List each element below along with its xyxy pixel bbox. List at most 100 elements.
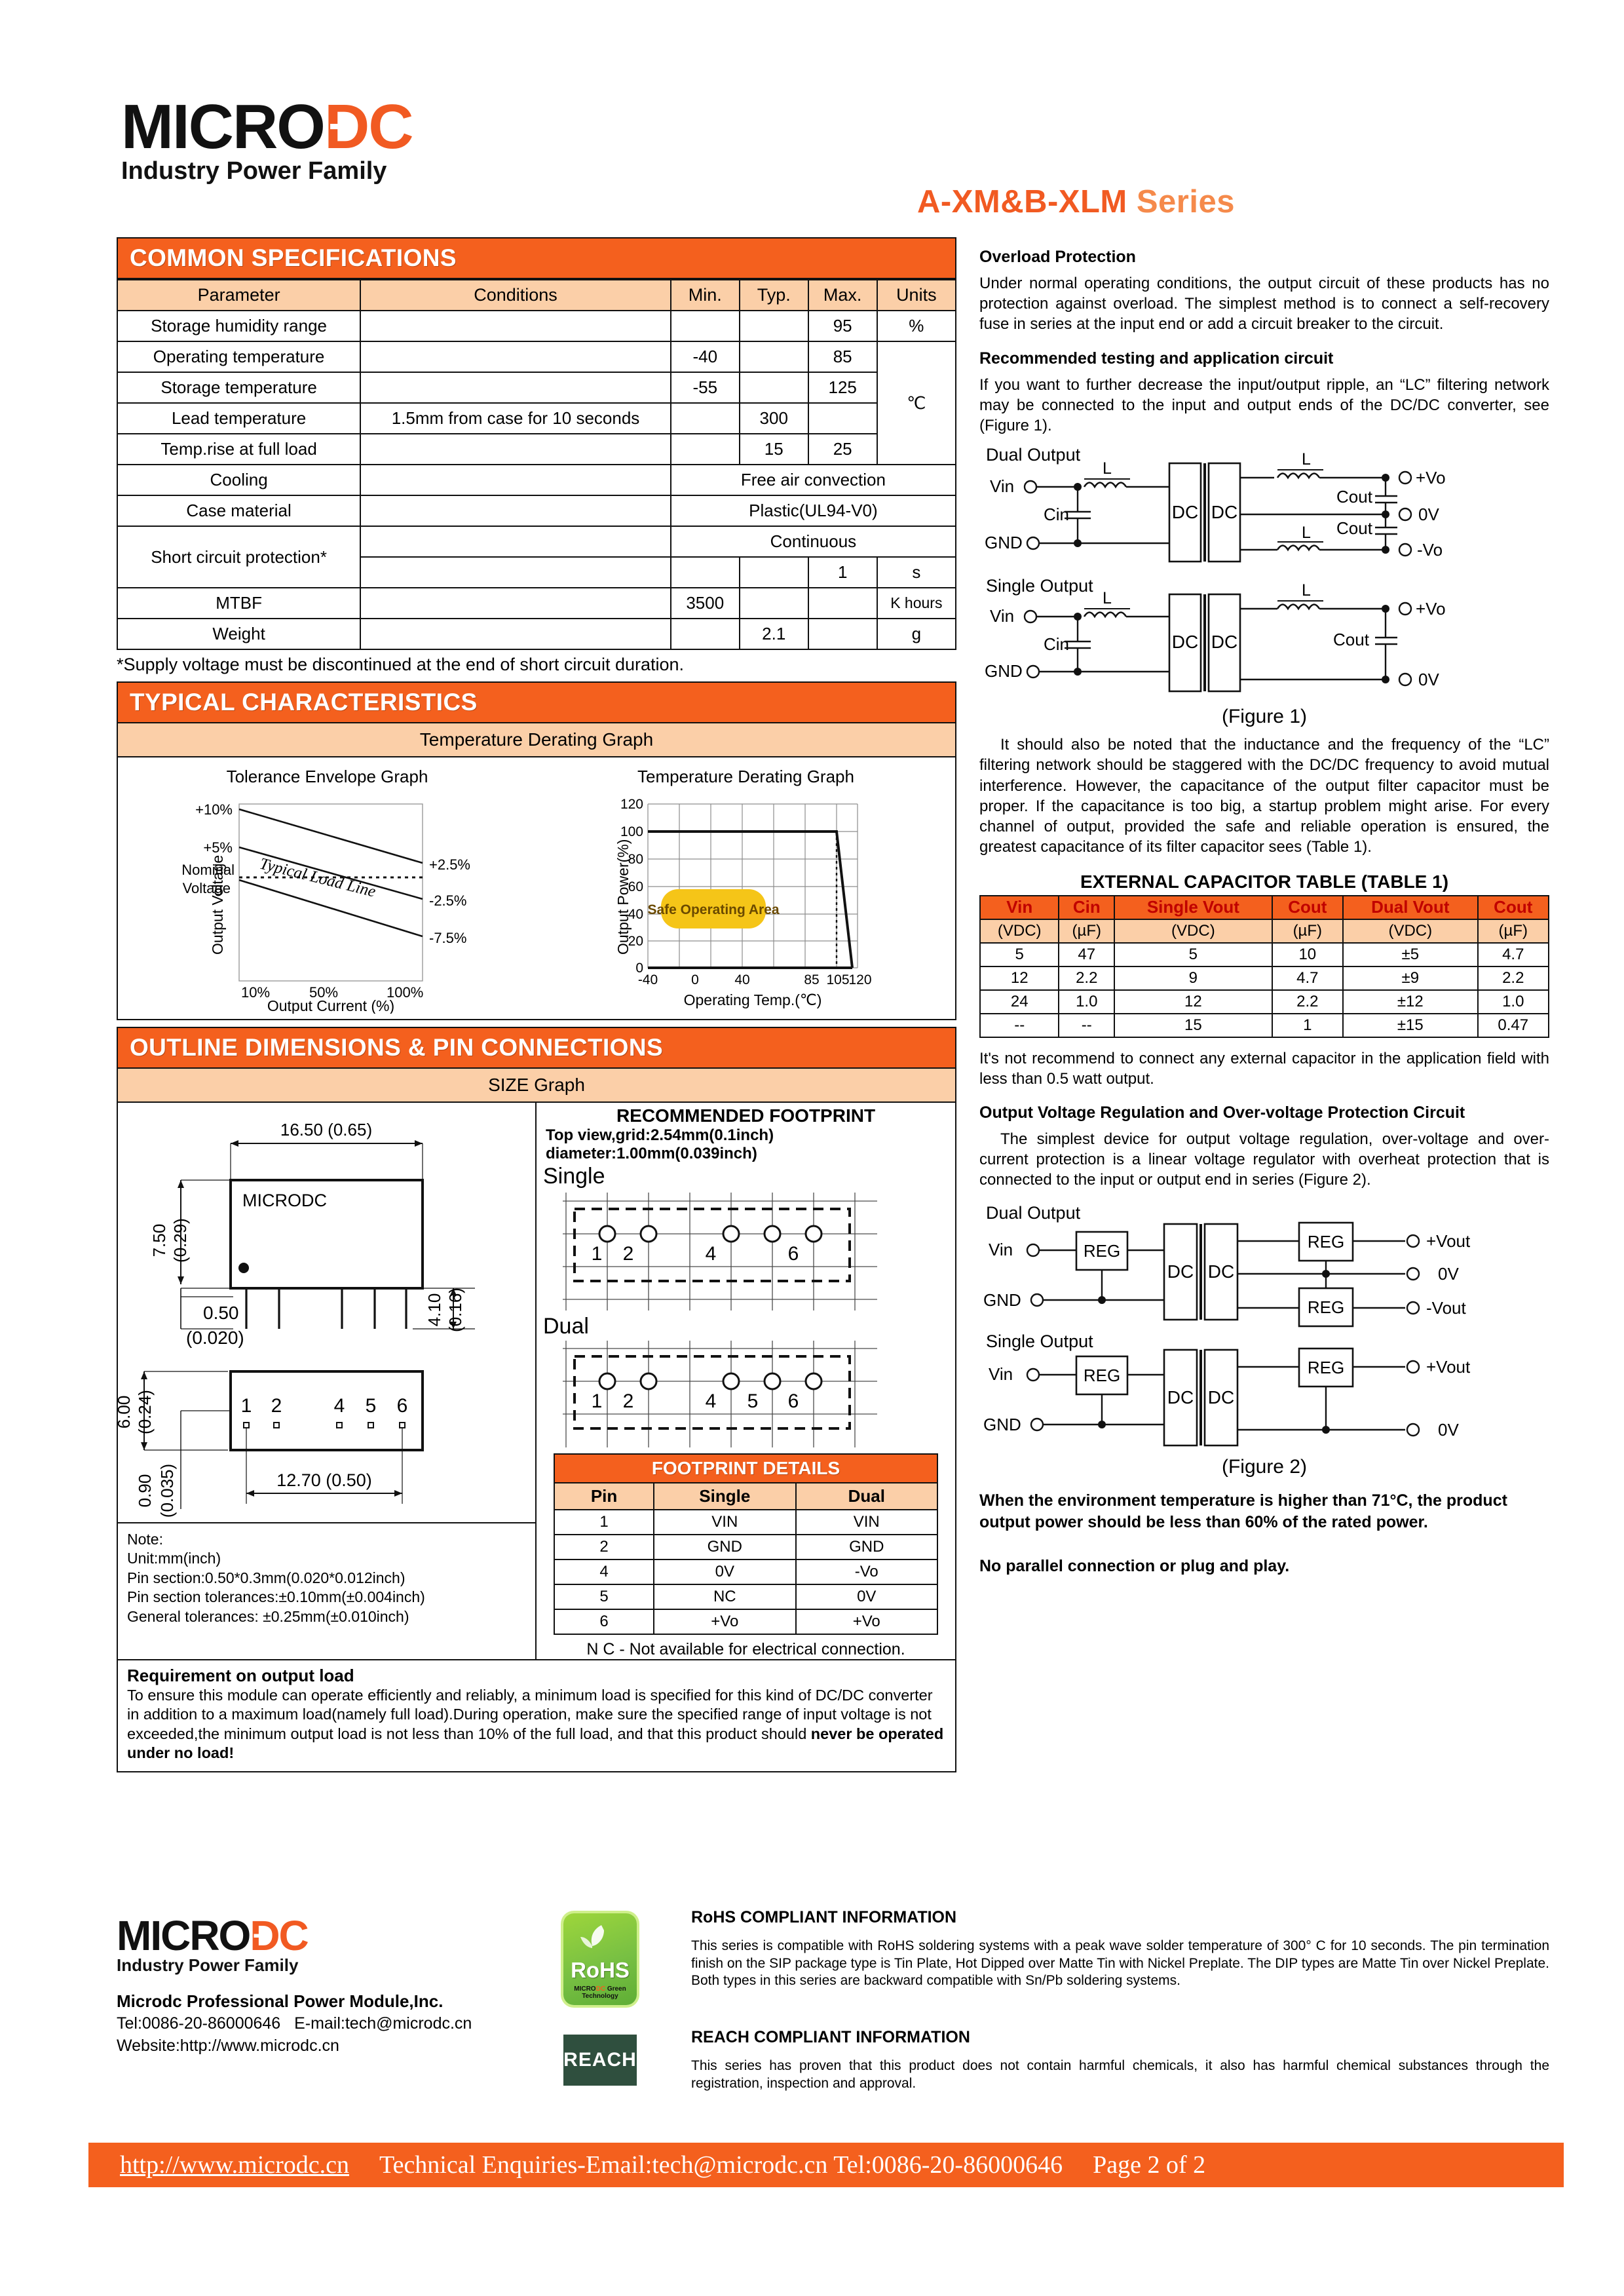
- fig2-dual-label: Dual Output: [986, 1204, 1081, 1223]
- col-single: Single: [653, 1482, 797, 1510]
- fig2-single-dc-left: DC: [1167, 1387, 1194, 1407]
- fig1-dual-zero-v: 0V: [1418, 505, 1439, 524]
- recommended-body: If you want to further decrease the inpu…: [979, 375, 1549, 434]
- rohs-badge-text: RoHS: [571, 1958, 630, 1982]
- fig2-dual-pos-vout: +Vout: [1426, 1231, 1471, 1251]
- single-fp-pin-2: 2: [623, 1243, 634, 1265]
- temperature-derating-svg: Safe Operating Area 120 100 80 60 40 20 …: [614, 797, 872, 1008]
- cell-single-vout: 9: [1114, 965, 1273, 991]
- note-line: Pin section:0.50*0.3mm(0.020*0.012inch): [127, 1569, 406, 1586]
- temperature-derating-chart: Temperature Derating Graph: [537, 767, 955, 1014]
- cell-conditions: [360, 310, 671, 342]
- dual-fp-pin-5: 5: [747, 1390, 759, 1412]
- requirement-text: To ensure this module can operate effici…: [127, 1686, 944, 1762]
- fig1-single-cout: Cout: [1333, 630, 1370, 649]
- fig1-dual-dc-right: DC: [1211, 502, 1237, 522]
- requirement-box: Requirement on output load To ensure thi…: [117, 1660, 956, 1773]
- chart-xtick-10: 10%: [241, 984, 270, 1001]
- fig2-dual-dc-right: DC: [1208, 1261, 1234, 1282]
- capacitor-table-title: EXTERNAL CAPACITOR TABLE (TABLE 1): [1080, 871, 1449, 892]
- typical-characteristics-header: TYPICAL CHARACTERISTICS: [117, 681, 956, 723]
- cell-units: s: [876, 556, 957, 588]
- footer-url[interactable]: http://www.microdc.cn: [120, 2151, 350, 2179]
- fig2-dual-reg-neg: REG: [1308, 1297, 1344, 1317]
- dim-pin-width-inch: (0.020): [186, 1328, 244, 1348]
- dual-footprint-drawing: 1 2 4 5 6: [563, 1340, 877, 1447]
- left-column: COMMON SPECIFICATIONS Parameter Conditio…: [116, 237, 957, 1773]
- unit-cout-single: (µF): [1271, 918, 1344, 944]
- fig2-single-vin: Vin: [989, 1364, 1013, 1384]
- dim-pin-length-inch: (0.16): [445, 1288, 465, 1332]
- table-header-row: Vin Cin Single Vout Cout Dual Vout Cout: [979, 895, 1550, 920]
- table-row: 4 0V -Vo: [553, 1558, 939, 1585]
- footprint-details-table: Pin Single Dual 1 VIN VIN 2 GND GND: [553, 1482, 939, 1635]
- footprint-grid-info: Top view,grid:2.54mm(0.1inch): [546, 1126, 774, 1144]
- cell-dual: +Vo: [795, 1608, 939, 1635]
- common-specifications-table: Parameter Conditions Min. Typ. Max. Unit…: [116, 279, 957, 650]
- cell-max: 125: [807, 372, 878, 404]
- footprint-details-title: FOOTPRINT DETAILS: [554, 1453, 938, 1482]
- cell-typ: 15: [738, 433, 809, 465]
- cell-max: [807, 618, 878, 650]
- cell-dual: GND: [795, 1533, 939, 1560]
- recommended-heading: Recommended testing and application circ…: [979, 349, 1334, 368]
- cell-parameter: Weight: [116, 618, 362, 650]
- cell-conditions: [360, 556, 671, 588]
- cell-dual-vout: ±9: [1342, 965, 1479, 991]
- chart-xtick-120: 120: [848, 972, 871, 987]
- col-pin: Pin: [553, 1482, 655, 1510]
- fig2-single-dc-right: DC: [1208, 1387, 1234, 1407]
- table-row: Cooling Free air convection: [116, 464, 957, 496]
- table-row: 5 NC 0V: [553, 1583, 939, 1610]
- fig1-single-l-out: L: [1302, 581, 1311, 600]
- single-fp-pin-6: 6: [788, 1243, 799, 1265]
- bottom-pin-2: 2: [271, 1395, 282, 1417]
- bottom-pin-4: 4: [334, 1395, 345, 1417]
- footprint-single-label: Single: [543, 1163, 605, 1189]
- chart-ytick-40: 40: [628, 907, 643, 922]
- cell-parameter: MTBF: [116, 587, 362, 619]
- size-graph-subheader: SIZE Graph: [117, 1069, 956, 1103]
- cell-pin: 5: [553, 1583, 655, 1610]
- fig1-single-l-in: L: [1103, 589, 1112, 607]
- table-row: 24 1.0 12 2.2 ±12 1.0: [979, 989, 1550, 1014]
- capacitor-note: It's not recommend to connect any extern…: [979, 1049, 1549, 1088]
- cell-dual-vout: ±5: [1342, 942, 1479, 967]
- cell-single: +Vo: [653, 1608, 797, 1635]
- requirement-title: Requirement on output load: [127, 1665, 354, 1685]
- cell-pin: 4: [553, 1558, 655, 1585]
- dim-height-inch: (0.29): [170, 1218, 190, 1263]
- rohs-info: RoHS COMPLIANT INFORMATION This series i…: [691, 1908, 1549, 1990]
- table-units-row: (VDC) (µF) (VDC) (µF) (VDC) (µF): [979, 918, 1550, 944]
- cell-span-value: Continuous: [670, 526, 957, 558]
- cell-min: [670, 402, 740, 434]
- overload-body: Under normal operating conditions, the o…: [979, 275, 1549, 334]
- cell-cout-single: 1: [1271, 1012, 1344, 1038]
- cell-conditions: 1.5mm from case for 10 seconds: [360, 402, 671, 434]
- tel: Tel:0086-20-86000646: [117, 2014, 281, 2033]
- chart-ytick-120: 120: [620, 797, 643, 812]
- cell-cin: 47: [1058, 942, 1116, 967]
- website[interactable]: Website:http://www.microdc.cn: [117, 2036, 339, 2055]
- chart-xtick-85: 85: [804, 972, 819, 987]
- reach-info: REACH COMPLIANT INFORMATION This series …: [691, 2028, 1549, 2092]
- fig2-single-reg-out: REG: [1308, 1358, 1344, 1377]
- cell-single: VIN: [653, 1508, 797, 1535]
- fig1-single-zero-v: 0V: [1418, 670, 1439, 689]
- footprint-heading: RECOMMENDED FOOTPRINT: [616, 1105, 876, 1126]
- table-row: 1 s: [117, 556, 957, 588]
- cell-dual-vout: ±15: [1342, 1012, 1479, 1038]
- table-row: Operating temperature -40 85 ℃: [116, 341, 957, 465]
- footprint-diameter-info: diameter:1.00mm(0.039inch): [546, 1145, 757, 1163]
- tolerance-envelope-svg: +10% +5% Nominal Voltage +2.5% -2.5% -7.…: [181, 801, 470, 1014]
- cell-single: GND: [653, 1533, 797, 1560]
- col-typ: Typ.: [738, 279, 809, 311]
- fig1-dual-dc-left: DC: [1172, 502, 1198, 522]
- pin1-dot: [238, 1263, 249, 1273]
- chart-xaxis-label: Operating Temp.(℃): [683, 991, 821, 1008]
- footprint-dual-label: Dual: [543, 1313, 589, 1339]
- cell-min: [670, 618, 740, 650]
- table-row: MTBF 3500 K hours: [116, 587, 957, 619]
- cell-max: [807, 402, 878, 434]
- email[interactable]: E-mail:tech@microdc.cn: [294, 2014, 472, 2033]
